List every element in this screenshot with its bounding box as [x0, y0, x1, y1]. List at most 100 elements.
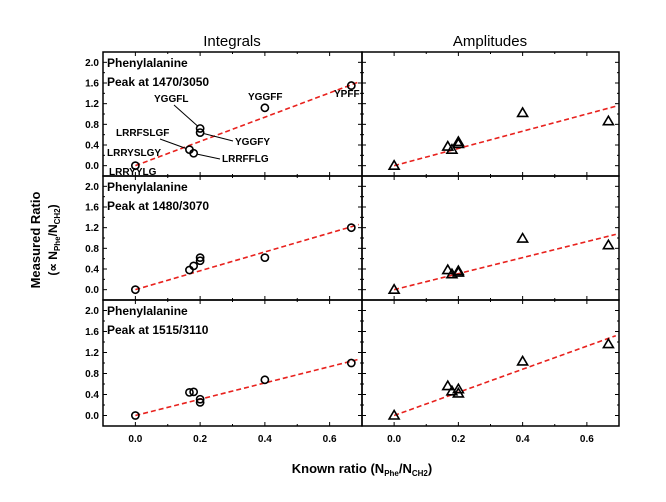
panel-2-1: 0.0 0.2 0.4 0.6 [361, 299, 620, 445]
data-point-triangle [441, 139, 455, 151]
y-tick-label: 1.2 [85, 223, 99, 234]
column-title-integrals: Integrals [203, 33, 261, 50]
x-tick-label: 0.6 [323, 434, 337, 445]
data-point-triangle [602, 114, 615, 126]
ticks [361, 51, 620, 177]
data-point-circle [185, 265, 194, 275]
panel-frame [102, 175, 363, 301]
data-point-circle [195, 128, 205, 137]
y-tick-label: 2.0 [85, 58, 99, 69]
data-point-circle [346, 223, 356, 233]
y-tick-label: 0.4 [85, 265, 99, 276]
panel-title: Peak at 1470/3050 [107, 75, 209, 89]
panel-0-0: 0.0 0.4 0.8 1.2 1.6 2.0 Phenylalanine Peak at 1… [85, 51, 363, 178]
annotation-yggff: YGGFF [248, 92, 282, 103]
ticks [102, 175, 363, 301]
data-point-circle [130, 161, 140, 171]
data-point-triangle [516, 106, 530, 118]
data-point-triangle [387, 159, 401, 170]
column-title-amplitudes: Amplitudes [453, 33, 527, 50]
data-point-triangle [451, 135, 465, 147]
panel-1-0: 0.0 0.4 0.8 1.2 1.6 2.0 Phenylalanine Peak at 1… [85, 175, 363, 301]
panel-1-1 [361, 175, 620, 301]
x-tick-label: 0.0 [128, 434, 142, 445]
data-point-triangle [441, 379, 455, 391]
panel-title: Phenylalanine [107, 304, 188, 318]
data-point-triangle [451, 382, 465, 394]
annotation-leader [204, 133, 234, 142]
data-point-triangle [451, 137, 465, 149]
annotation-ypff: YPFF [334, 89, 360, 100]
panel-title: Peak at 1515/3110 [107, 323, 209, 337]
y-tick-label: 0.8 [85, 369, 99, 380]
fit-line [393, 334, 617, 417]
data-point-triangle [451, 386, 465, 398]
y-tick-label: 0.0 [85, 411, 99, 422]
data-point-circle [260, 253, 270, 263]
data-point-circle [260, 375, 270, 385]
panels: 0.0 0.4 0.8 1.2 1.6 2.0 Phenylalanine Peak at 1… [85, 51, 620, 445]
x-tick-label: 0.2 [193, 434, 207, 445]
x-tick-label: 0.4 [258, 434, 272, 445]
x-tick-label: 0.2 [451, 434, 465, 445]
y-tick-label: 1.6 [85, 203, 99, 214]
data-point-triangle [516, 354, 530, 366]
panel-frame [361, 51, 620, 177]
annotation-leader [173, 104, 199, 127]
data-point-triangle [516, 231, 530, 243]
data-point-circle [195, 253, 205, 263]
data-point-circle [189, 387, 199, 397]
ticks [102, 299, 363, 427]
panel-title: Phenylalanine [107, 56, 188, 70]
data-point-circle [195, 124, 205, 133]
ticks [361, 175, 620, 301]
panel-frame [361, 175, 620, 301]
data-point-triangle [451, 264, 465, 276]
annotation-yggfl: YGGFL [154, 94, 188, 105]
y-tick-label: 1.6 [85, 327, 99, 338]
data-point-circle [195, 397, 205, 407]
data-point-triangle [387, 408, 401, 420]
data-point-triangle [602, 337, 615, 349]
y-tick-label: 1.6 [85, 79, 99, 90]
x-tick-label: 0.0 [387, 434, 401, 445]
fit-line [135, 223, 359, 291]
fit-line [393, 105, 616, 167]
panel-frame [102, 299, 363, 427]
fit-line [135, 358, 359, 417]
data-point-circle [189, 261, 199, 271]
annotation-lrryylg: LRRYYLG [109, 167, 157, 178]
panel-title: Peak at 1480/3070 [107, 199, 209, 213]
y-tick-label: 2.0 [85, 306, 99, 317]
data-point-circle [260, 103, 270, 113]
y-tick-label: 2.0 [85, 182, 99, 193]
panel-title: Phenylalanine [107, 180, 188, 194]
data-point-triangle [387, 283, 401, 294]
y-tick-label: 0.0 [85, 285, 99, 296]
y-tick-label: 1.2 [85, 348, 99, 359]
annotation-yggfy: YGGFY [235, 137, 270, 148]
data-point-circle [195, 394, 205, 404]
y-tick-label: 0.4 [85, 141, 99, 152]
y-axis-label-units: (∝ NPhe/NCH2) [46, 204, 62, 275]
fit-line [393, 233, 616, 291]
panel-2-0: 0.0 0.4 0.8 1.2 1.6 2.0 0.0 0.2 0.4 0.6 Phenylalan… [85, 299, 363, 445]
data-point-triangle [441, 263, 455, 275]
x-axis-label: Known ratio (NPhe/NCH2) [292, 461, 432, 478]
y-tick-label: 0.0 [85, 161, 99, 172]
data-point-triangle [602, 238, 615, 250]
y-axis-label: Measured Ratio [28, 192, 43, 289]
y-tick-label: 0.4 [85, 390, 99, 401]
y-tick-label: 0.8 [85, 244, 99, 255]
x-tick-label: 0.6 [580, 434, 594, 445]
data-point-circle [130, 285, 140, 295]
y-tick-label: 0.8 [85, 120, 99, 131]
panel-frame [361, 299, 620, 427]
y-tick-label: 1.2 [85, 99, 99, 110]
data-point-circle [346, 81, 356, 90]
data-point-circle [189, 148, 199, 158]
panel-0-1 [361, 51, 620, 177]
data-point-circle [185, 387, 194, 397]
annotation-lrrfslgf: LRRFSLGF [116, 128, 169, 139]
data-point-circle [195, 256, 205, 266]
